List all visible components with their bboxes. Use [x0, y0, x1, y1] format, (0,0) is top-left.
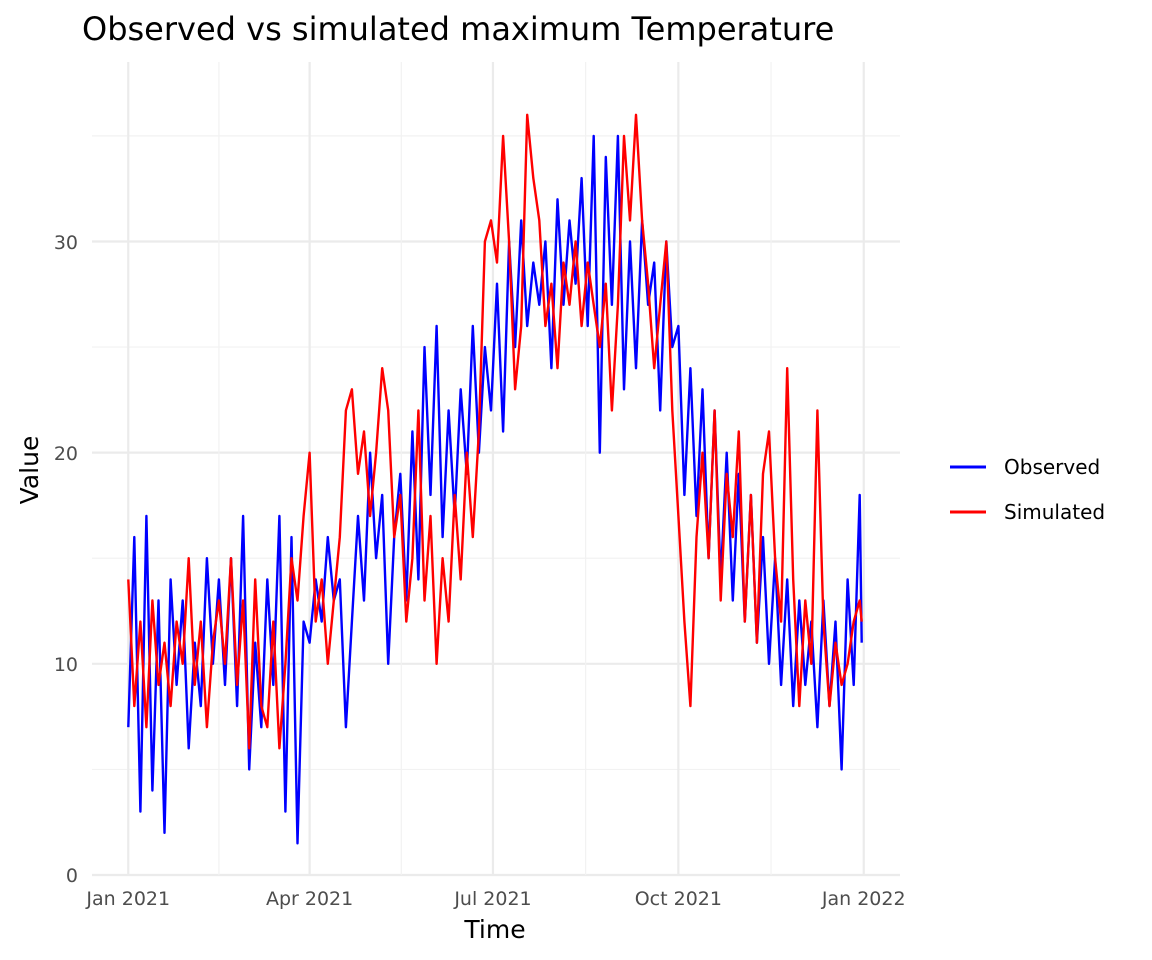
x-axis-ticks: Jan 2021 Apr 2021 Jul 2021 Oct 2021 Jan 2022: [85, 888, 905, 910]
grid-layer: [92, 62, 900, 877]
y-tick-label: 10: [54, 654, 78, 676]
y-tick-label: 0: [66, 865, 78, 887]
y-axis-title: Value: [15, 436, 44, 505]
y-axis-ticks: 30 20 10 0: [54, 232, 78, 887]
x-tick-label: Jan 2022: [821, 888, 906, 910]
y-tick-label: 30: [54, 232, 78, 254]
chart-title: Observed vs simulated maximum Temperatur…: [82, 10, 834, 48]
series-layer: [127, 113, 863, 845]
x-tick-label: Apr 2021: [266, 888, 353, 910]
x-axis-title: Time: [463, 915, 525, 944]
series-line-simulated: [127, 113, 863, 750]
legend-label-simulated: Simulated: [1004, 500, 1105, 524]
x-tick-label: Oct 2021: [635, 888, 722, 910]
legend: Observed Simulated: [950, 455, 1105, 524]
x-tick-label: Jul 2021: [453, 888, 531, 910]
y-tick-label: 20: [54, 443, 78, 465]
legend-label-observed: Observed: [1004, 455, 1100, 479]
x-tick-label: Jan 2021: [85, 888, 170, 910]
